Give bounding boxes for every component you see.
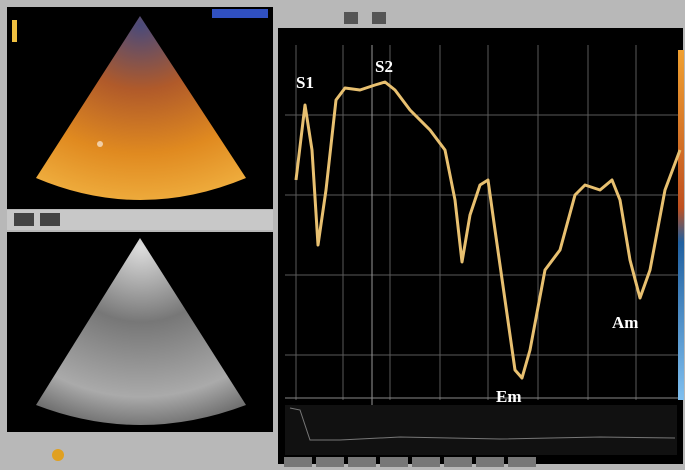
toolbar-button[interactable] xyxy=(476,457,504,467)
sample-marker xyxy=(97,141,103,147)
toolbar-button[interactable] xyxy=(380,457,408,467)
toolbar-button[interactable] xyxy=(316,457,344,467)
toolbar-button[interactable] xyxy=(284,457,312,467)
toolbar-button[interactable] xyxy=(412,457,440,467)
toolbar-button[interactable] xyxy=(508,457,536,467)
toolbar-button[interactable] xyxy=(348,457,376,467)
trace-strip xyxy=(285,405,677,455)
screen: S1 S2 Em Am xyxy=(0,0,685,470)
toolbar-button[interactable] xyxy=(344,12,358,24)
peak-label: S2 xyxy=(375,57,393,76)
status-badge xyxy=(212,9,268,18)
toolbar-button[interactable] xyxy=(40,213,60,226)
waveform-panel xyxy=(278,28,683,464)
toolbar-button[interactable] xyxy=(444,457,472,467)
toolbar-button[interactable] xyxy=(14,213,34,226)
peak-label: Em xyxy=(496,387,522,406)
peak-label: S1 xyxy=(296,73,314,92)
color-scale xyxy=(12,20,17,42)
peak-label: Am xyxy=(612,313,638,332)
velocity-scale-bar xyxy=(678,50,684,400)
toolbar-button[interactable] xyxy=(372,12,386,24)
status-icon xyxy=(52,449,64,461)
